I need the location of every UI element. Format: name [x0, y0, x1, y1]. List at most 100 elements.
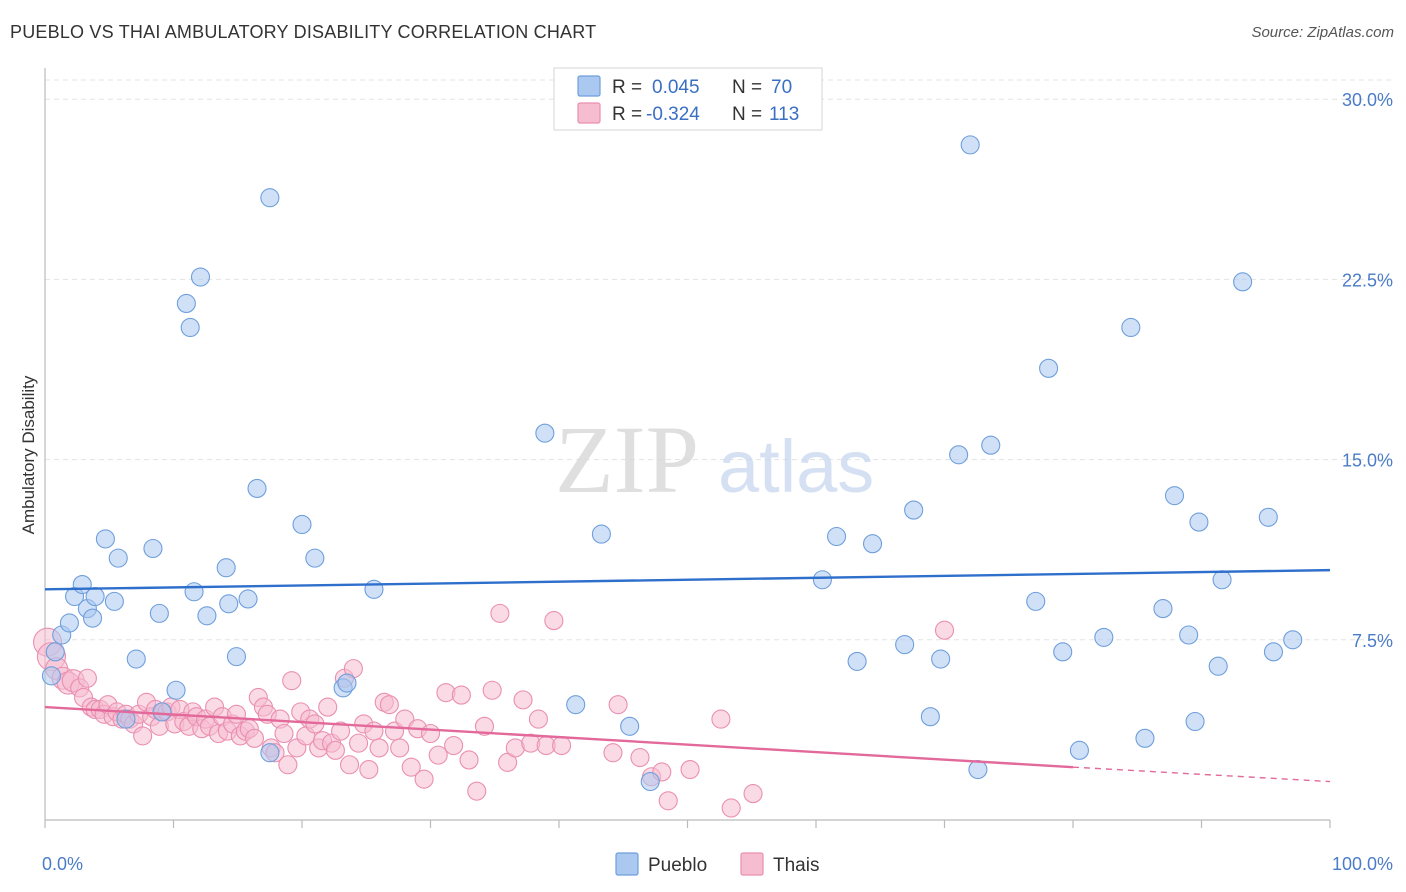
- legend-pueblo-label: Pueblo: [648, 855, 707, 876]
- pueblo-point-36: [566, 695, 586, 715]
- thais-point-56: [282, 671, 302, 691]
- pueblo-point-9: [95, 529, 115, 549]
- thais-point-98: [528, 709, 548, 729]
- gridlines: [45, 79, 1392, 641]
- pueblo-point-1: [45, 642, 65, 662]
- thais-point-90: [467, 781, 487, 801]
- pueblo-point-44: [895, 635, 915, 655]
- thais-trend-extension: [1072, 766, 1331, 783]
- pueblo-point-52: [1026, 591, 1046, 611]
- pueblo-point-11: [108, 548, 128, 568]
- pueblo-point-16: [152, 702, 172, 722]
- pueblo-point-14: [143, 538, 163, 559]
- pueblo-point-29: [260, 743, 280, 763]
- trend-lines: [44, 568, 1331, 783]
- thais-point-104: [630, 747, 650, 768]
- pueblo-point-48: [949, 445, 969, 465]
- thais-point-112: [934, 620, 955, 640]
- thais-point-102: [603, 743, 623, 763]
- y-tick-label-0: 7.5%: [1352, 631, 1393, 651]
- legend-thais-swatch: [740, 852, 764, 876]
- pueblo-point-23: [216, 558, 236, 578]
- pueblo-point-22: [197, 606, 217, 626]
- pueblo-point-64: [1208, 656, 1228, 676]
- pueblo-point-42: [847, 651, 867, 671]
- pueblo-point-31: [305, 548, 325, 568]
- thais-point-92: [482, 680, 502, 700]
- pueblo-point-39: [640, 772, 660, 792]
- pueblo-n-value: 70: [771, 77, 792, 98]
- thais-point-66: [325, 740, 345, 760]
- pueblo-point-50: [968, 759, 988, 780]
- thais-r-value: -0.324: [646, 104, 700, 125]
- pueblo-point-60: [1164, 486, 1185, 506]
- pueblo-point-47: [931, 649, 951, 669]
- thais-point-111: [743, 784, 763, 804]
- pueblo-point-7: [85, 587, 105, 607]
- thais-n-label: N =: [732, 104, 762, 125]
- pueblo-point-62: [1185, 711, 1205, 732]
- y-tick-label-2: 22.5%: [1342, 270, 1393, 290]
- watermark: ZIP atlas: [555, 406, 874, 513]
- pueblo-point-68: [1263, 642, 1284, 662]
- y-tick-label-3: 30.0%: [1342, 90, 1393, 110]
- pueblo-point-65: [1212, 570, 1232, 590]
- thais-point-103: [608, 695, 628, 715]
- pueblo-point-10: [104, 591, 124, 611]
- thais-point-69: [339, 755, 360, 775]
- thais-point-110: [721, 798, 741, 818]
- thais-point-93: [490, 603, 510, 623]
- stats-legend: R = 0.045 N = 70 R = -0.324 N = 113: [553, 67, 823, 131]
- thais-point-75: [369, 738, 389, 758]
- thais-point-73: [359, 759, 379, 780]
- thais-point-77: [379, 695, 399, 715]
- pueblo-point-41: [827, 526, 847, 547]
- thais-point-89: [459, 750, 479, 770]
- thais-point-91: [474, 716, 495, 736]
- pueblo-r-value: 0.045: [652, 77, 700, 98]
- pueblo-point-38: [620, 716, 640, 736]
- thais-point-107: [658, 791, 678, 811]
- pueblo-point-69: [1283, 630, 1303, 650]
- thais-points: [33, 603, 955, 818]
- axes: [44, 68, 1331, 828]
- pueblo-point-40: [812, 570, 832, 590]
- pueblo-point-55: [1069, 740, 1089, 760]
- pueblo-point-56: [1094, 627, 1114, 647]
- pueblo-point-54: [1053, 642, 1073, 662]
- thais-point-8: [77, 668, 97, 688]
- pueblo-point-18: [176, 293, 196, 313]
- thais-point-43: [226, 704, 247, 724]
- thais-point-83: [414, 769, 434, 789]
- pueblo-point-67: [1258, 507, 1278, 527]
- thais-point-79: [390, 738, 410, 758]
- pueblo-point-0: [41, 666, 61, 686]
- y-axis-label: Ambulatory Disability: [19, 375, 38, 534]
- pueblo-point-24: [219, 594, 239, 614]
- pueblo-trend-line: [44, 568, 1331, 591]
- thais-point-87: [444, 735, 464, 756]
- pueblo-point-59: [1153, 599, 1173, 619]
- legend-thais-label: Thais: [773, 855, 819, 876]
- pueblo-point-21: [190, 267, 211, 287]
- pueblo-point-17: [166, 680, 186, 700]
- pueblo-point-57: [1121, 317, 1141, 338]
- thais-point-88: [451, 685, 471, 705]
- thais-point-54: [274, 723, 294, 744]
- thais-point-67: [330, 721, 351, 741]
- thais-point-71: [348, 733, 369, 753]
- watermark-zip: ZIP: [555, 406, 699, 513]
- watermark-atlas: atlas: [718, 425, 874, 508]
- thais-n-value: 113: [769, 104, 799, 125]
- x-tick-label-0: 0.0%: [42, 854, 83, 874]
- series-legend: Pueblo Thais: [615, 852, 819, 876]
- legend-pueblo-swatch: [615, 852, 639, 876]
- pueblo-point-20: [184, 582, 204, 602]
- thais-point-81: [401, 757, 421, 777]
- pueblo-points: [41, 135, 1303, 792]
- pueblo-r-label: R =: [612, 77, 642, 98]
- pueblo-point-63: [1189, 512, 1209, 532]
- pueblo-point-35: [535, 423, 555, 443]
- thais-swatch: [577, 102, 601, 124]
